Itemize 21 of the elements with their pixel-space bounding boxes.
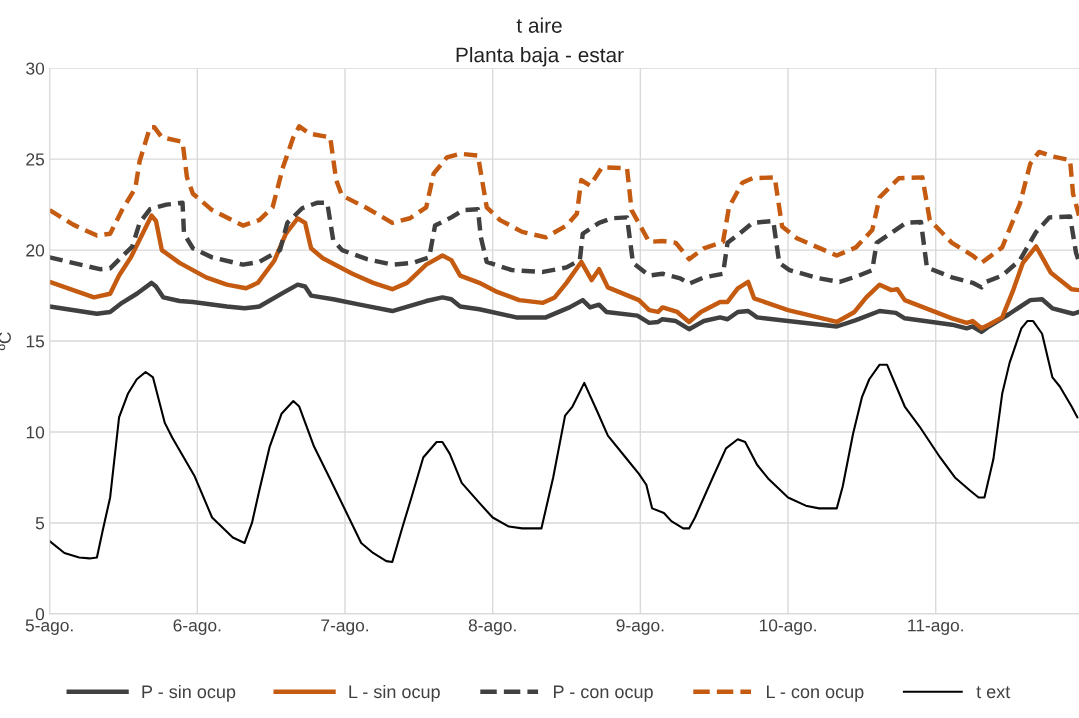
- x-tick-label: 10-ago.: [759, 619, 816, 635]
- x-tick-label: 8-ago.: [468, 619, 516, 635]
- y-tick-label: 10: [26, 426, 45, 439]
- x-tick-label: 6-ago.: [173, 619, 221, 635]
- legend-label: t ext: [976, 686, 1011, 699]
- legend-label: L - sin ocup: [349, 684, 440, 702]
- chart-title: t aire: [516, 17, 562, 33]
- y-tick-label: 15: [26, 335, 45, 348]
- chart-subtitle: Planta baja - estar: [456, 47, 624, 67]
- legend-label: P - sin ocup: [142, 684, 236, 702]
- x-tick-label: 5-ago.: [25, 619, 73, 635]
- y-tick-label: 0: [35, 608, 45, 621]
- y-tick-label: 30: [26, 62, 45, 75]
- x-tick-label: 11-ago.: [908, 619, 963, 635]
- y-tick-label: 20: [26, 244, 45, 257]
- y-tick-label: 25: [26, 153, 45, 166]
- legend-label: P - con ocup: [554, 685, 653, 702]
- x-tick-label: 7-ago.: [321, 619, 369, 635]
- x-tick-label: 9-ago.: [616, 619, 664, 635]
- y-tick-label: 5: [35, 517, 45, 530]
- legend-label: L - con ocup: [767, 685, 864, 702]
